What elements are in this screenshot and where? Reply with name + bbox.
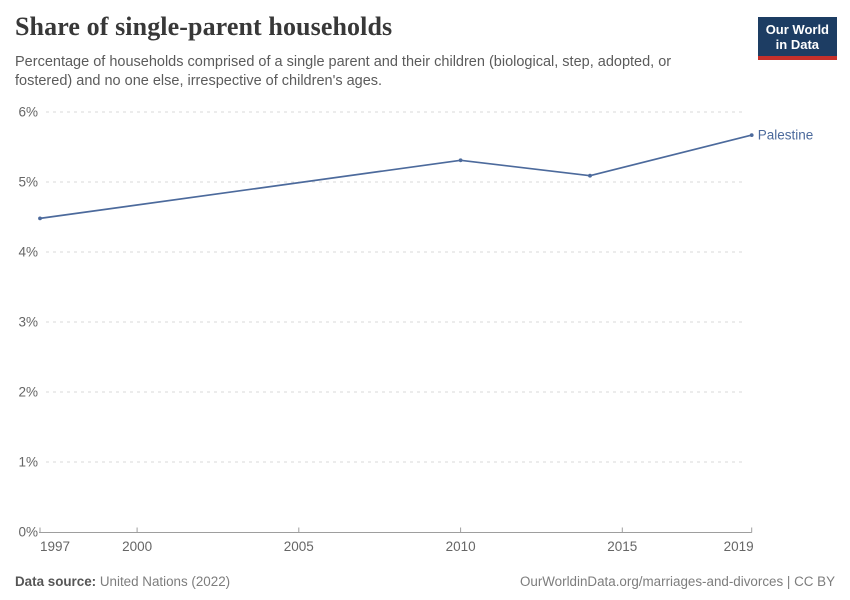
data-source-label: Data source:	[15, 574, 97, 589]
chart-subtitle-line-2: fostered) and no one else, irrespective …	[15, 73, 383, 89]
data-source-value: United Nations (2022)	[96, 574, 231, 589]
owid-logo-line-1: Our World	[765, 22, 829, 37]
owid-logo: Our World in Data	[757, 17, 837, 60]
y-axis-tick-label: 0%	[18, 525, 38, 540]
y-axis-tick-label: 6%	[18, 105, 38, 120]
series-line	[39, 134, 753, 220]
x-axis-tick-label: 2019	[724, 539, 754, 554]
data-source: Data source: United Nations (2022)	[15, 574, 230, 589]
y-axis-tick-label: 5%	[18, 175, 38, 190]
credit-line: OurWorldinData.org/marriages-and-divorce…	[519, 574, 835, 589]
x-axis-tick-label: 2010	[446, 539, 476, 554]
chart-subtitle-line-1: Percentage of households comprised of a …	[15, 54, 672, 70]
y-axis-tick-label: 3%	[18, 315, 38, 330]
y-axis-tick-label: 1%	[18, 455, 38, 470]
y-axis-tick-label: 4%	[18, 245, 38, 260]
y-axis-tick-label: 2%	[18, 385, 38, 400]
chart-title: Share of single-parent households	[15, 12, 393, 41]
x-axis-tick-label: 1997	[40, 539, 70, 554]
x-axis-tick-label: 2015	[607, 539, 637, 554]
x-axis-tick-label: 2005	[284, 539, 314, 554]
chart-subtitle: Percentage of households comprised of a …	[15, 53, 671, 91]
data-point-marker	[458, 158, 463, 163]
x-axis-tick-label: 2000	[122, 539, 152, 554]
data-point-marker	[38, 216, 42, 221]
series-entity-label: Palestine	[758, 128, 814, 143]
owid-logo-line-2: in Data	[775, 37, 820, 52]
data-point-marker	[749, 133, 754, 138]
chart-footer: Data source: United Nations (2022) OurWo…	[15, 574, 835, 589]
data-point-marker	[588, 173, 592, 178]
